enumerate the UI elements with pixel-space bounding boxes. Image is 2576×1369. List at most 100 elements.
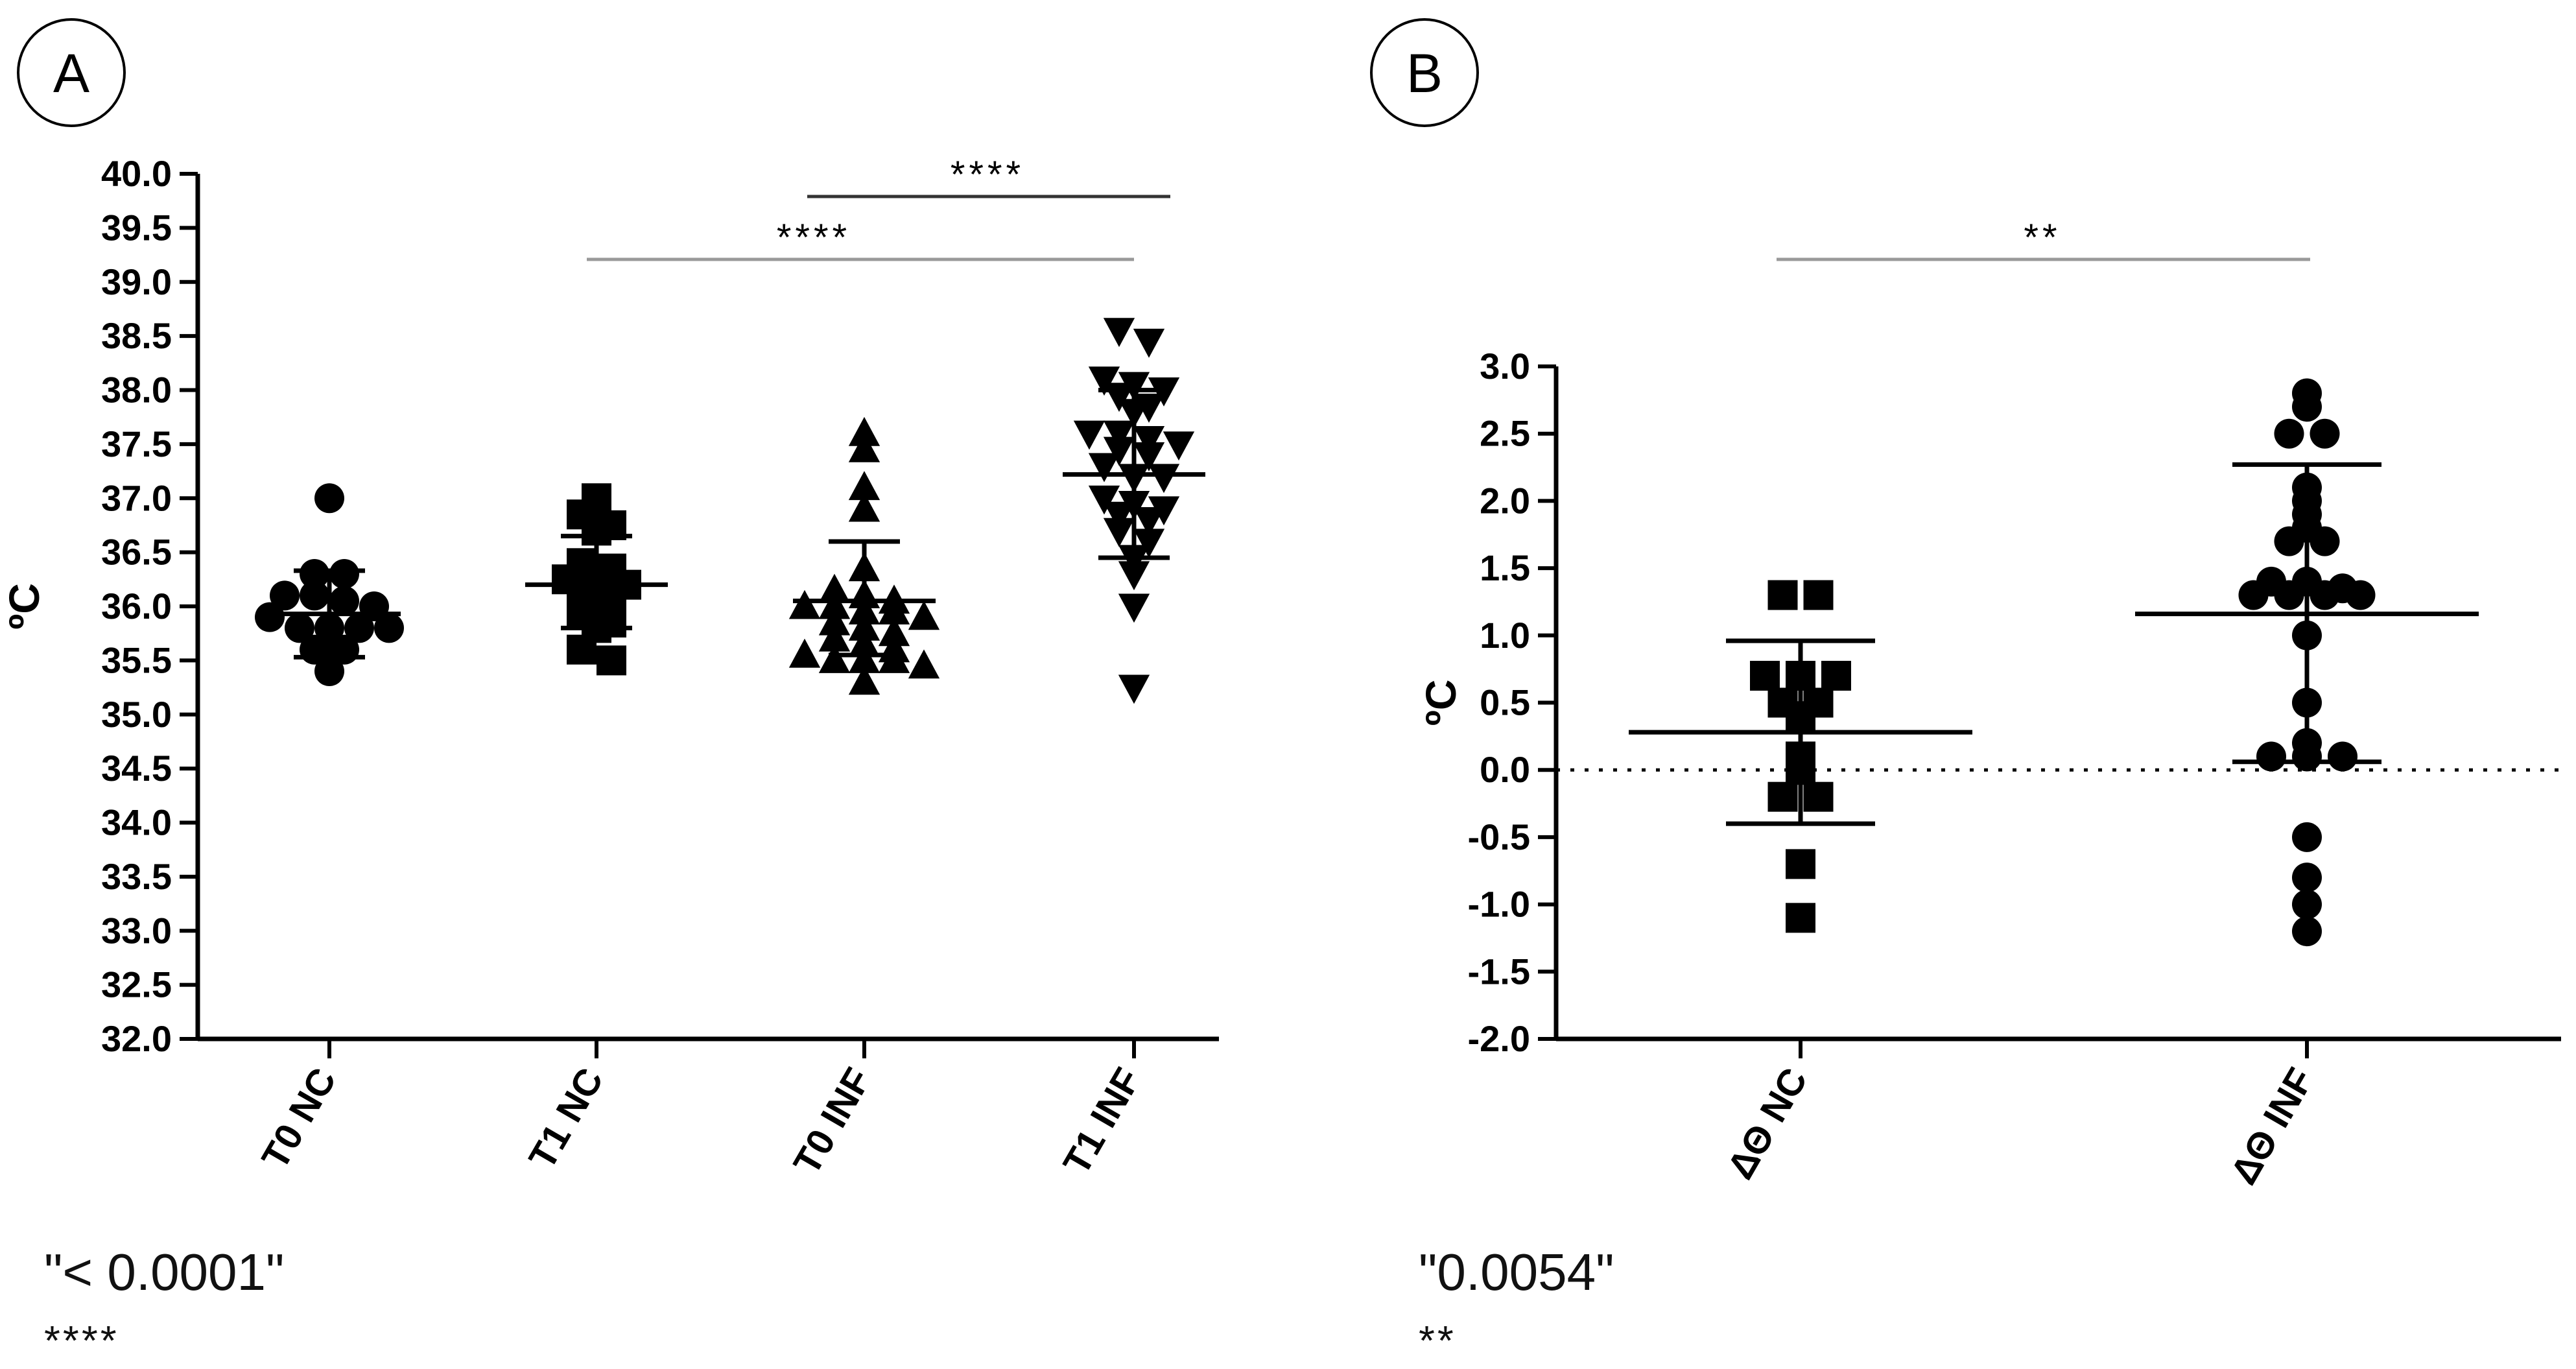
panel-a-data-point xyxy=(329,558,359,589)
panel-a-y-tick-label: 38.0 xyxy=(101,370,172,411)
panel-a-data-point xyxy=(818,644,851,673)
panel-b-y-tick-label: -1.5 xyxy=(1468,951,1531,992)
panel-a-data-point xyxy=(1103,318,1135,348)
panel-b-data-point xyxy=(1767,781,1798,812)
panel-a-data-point xyxy=(1133,507,1165,536)
panel-b-x-tick-label: ΔΘ INF xyxy=(2223,1061,2322,1191)
panel-a-y-tick-label: 39.0 xyxy=(101,261,172,302)
panel-b-y-tick-label: 3.0 xyxy=(1480,346,1530,387)
panel-a-data-point xyxy=(908,649,940,679)
panel-a-data-point xyxy=(818,606,851,636)
panel-b-label-badge xyxy=(1370,18,1479,127)
panel-b-data-point xyxy=(2310,526,2340,556)
panel-b-data-point xyxy=(2256,741,2286,772)
panel-b-data-point xyxy=(1803,580,1834,610)
panel-a-label: A xyxy=(53,43,89,104)
panel-b: B -2.0 -1.5 -1.0 -0.5 0.0 0.5 1.0 1.5 2.0 2.5 3.0 ºC… xyxy=(1370,18,2561,1191)
panel-a-data-point xyxy=(1088,453,1120,482)
panel-a-y-tick-label: 36.0 xyxy=(101,586,172,626)
panel-b-y-axis-label: ºC xyxy=(1417,680,1465,726)
panel-a-data-point xyxy=(300,580,329,611)
panel-b-y-tick-label: -1.0 xyxy=(1468,884,1531,925)
panel-b-data-point xyxy=(2274,526,2304,556)
panel-a-data-point xyxy=(848,665,880,695)
panel-a-data-point xyxy=(567,634,597,665)
panel-a-y-tick-label: 38.5 xyxy=(101,315,172,356)
panel-a-data-point xyxy=(597,645,626,676)
panel-a-data-point xyxy=(788,589,821,619)
panel-a-y-tick-label: 35.5 xyxy=(101,639,172,680)
panel-a-data-point xyxy=(818,573,851,603)
panel-b-data-point xyxy=(2274,418,2304,449)
panel-a-data-point xyxy=(1103,518,1135,547)
panel-b-y-tick-label: 2.5 xyxy=(1480,413,1530,454)
panel-b-data-point xyxy=(1786,849,1815,879)
panel-a-p-stars: **** xyxy=(44,1317,119,1364)
panel-a-y-tick-label: 37.5 xyxy=(101,423,172,464)
panel-a-y-tick-label: 39.5 xyxy=(101,207,172,248)
panel-a-y-tick-label: 36.5 xyxy=(101,532,172,573)
panel-a-data-point xyxy=(314,656,344,687)
panel-b-label: B xyxy=(1406,43,1443,104)
panel-a-data-point xyxy=(908,601,940,630)
panel-a-y-axis-label: ºC xyxy=(0,583,48,630)
panel-b-data-point xyxy=(2292,889,2322,920)
panel-a-x-tick-label: T1 NC xyxy=(521,1061,611,1176)
panel-b-x-tick-label: ΔΘ NC xyxy=(1719,1061,1815,1186)
panel-a-significance-label: **** xyxy=(951,154,1024,196)
panel-a-data-point xyxy=(1118,593,1150,623)
panel-a-data-point xyxy=(1118,372,1150,401)
panel-a-data-point xyxy=(1133,425,1165,455)
panel-a-data-point xyxy=(285,613,314,643)
panel-a-y-tick-label: 40.0 xyxy=(101,153,172,194)
panel-b-data-point xyxy=(2292,822,2322,852)
panel-a-y-tick-label: 37.0 xyxy=(101,477,172,518)
panel-b-y-tick-label: 1.5 xyxy=(1480,547,1530,588)
panel-a-data-point xyxy=(818,622,851,652)
panel-a-data-point xyxy=(329,586,359,616)
panel-a-data-point xyxy=(1133,442,1165,471)
panel-a-x-tick-label: T0 INF xyxy=(785,1061,879,1182)
panel-b-data-point xyxy=(2292,916,2322,947)
panel-a-data-point xyxy=(848,471,880,501)
panel-a-data-point xyxy=(848,492,880,522)
panel-a-y-tick-label: 32.5 xyxy=(101,964,172,1005)
panel-a-y-tick-label: 32.0 xyxy=(101,1018,172,1059)
panel-a-significance-label: **** xyxy=(777,217,851,259)
panel-a-data-point xyxy=(818,589,851,619)
panel-a-data-point xyxy=(300,558,329,589)
panel-a-data-point xyxy=(848,433,880,462)
panel-a-data-point xyxy=(1103,436,1135,466)
panel-a-x-tick-label: T0 NC xyxy=(254,1061,344,1176)
panel-a-data-point xyxy=(374,613,404,643)
panel-a-y-tick-label: 33.5 xyxy=(101,856,172,897)
panel-a-data-point xyxy=(878,617,910,647)
panel-a-data-point xyxy=(1148,496,1180,526)
panel-b-data-point xyxy=(2310,418,2340,449)
panel-a-data-point xyxy=(1148,464,1180,494)
panel-a: A 32.0 32.5 33.0 33.5 34.0 34.5 35.0 35.5 36.0 36.… xyxy=(0,18,1219,1182)
panel-a-data-point xyxy=(344,613,374,643)
panel-b-data-point xyxy=(1803,781,1834,812)
panel-a-data-point xyxy=(878,644,910,673)
panel-a-data-point xyxy=(255,602,285,632)
panel-a-y-tick-label: 34.5 xyxy=(101,748,172,789)
panel-a-data-point xyxy=(848,416,880,446)
panel-b-y-tick-label: 0.5 xyxy=(1480,682,1530,723)
panel-b-significance-label: ** xyxy=(2024,217,2061,259)
panel-a-y-tick-label: 35.0 xyxy=(101,694,172,735)
panel-a-data-point xyxy=(1118,561,1150,591)
panel-a-data-point xyxy=(1088,366,1120,396)
panel-a-y-tick-label: 34.0 xyxy=(101,802,172,843)
panel-b-data-point xyxy=(2292,392,2322,422)
panel-a-data-point xyxy=(1163,431,1195,461)
panel-b-y-tick-label: 1.0 xyxy=(1480,615,1530,656)
panel-a-data-point xyxy=(878,595,910,625)
panel-a-data-point xyxy=(848,644,880,673)
panel-b-p-value: "0.0054" xyxy=(1419,1243,1614,1301)
panel-b-y-tick-label: 0.0 xyxy=(1480,749,1530,790)
panel-a-data-point xyxy=(1088,485,1120,515)
panel-a-data-point xyxy=(1103,501,1135,531)
panel-b-data-point xyxy=(2345,580,2376,610)
